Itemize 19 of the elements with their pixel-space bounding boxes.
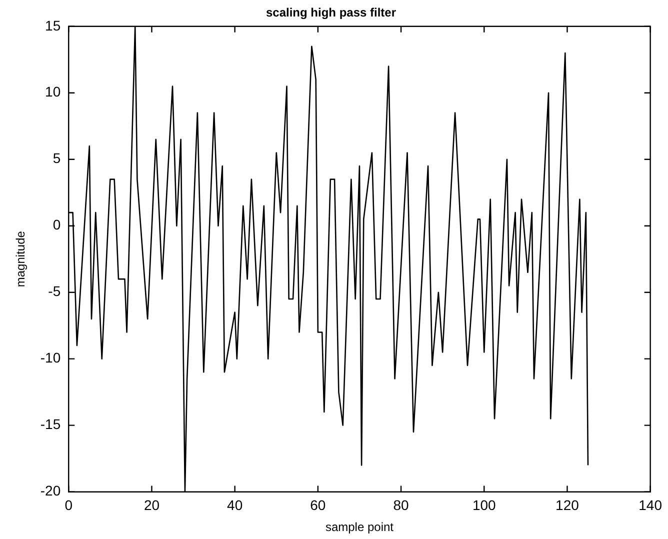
x-tick-label: 0 [64,497,73,514]
y-axis-title: magnitude [14,230,28,288]
y-tick-label: 10 [45,84,61,100]
x-tick-label: 120 [556,497,580,514]
y-tick-label: -5 [48,283,61,300]
x-tick-label: 40 [227,497,243,514]
y-tick-label: 0 [52,216,61,233]
x-tick-label: 140 [638,497,662,514]
y-tick-label: 15 [45,17,61,34]
y-tick-label: -10 [40,350,61,366]
x-tick-label: 80 [393,497,410,514]
y-tick-label: -15 [40,416,61,432]
y-tick-label: 5 [52,150,61,166]
chart-title: scaling high pass filter [266,6,396,20]
x-tick-label: 60 [310,497,326,514]
x-tick-label: 100 [472,497,496,514]
y-tick-label: -20 [40,482,61,499]
x-tick-label: 20 [144,497,160,514]
x-axis-title: sample point [325,520,394,534]
